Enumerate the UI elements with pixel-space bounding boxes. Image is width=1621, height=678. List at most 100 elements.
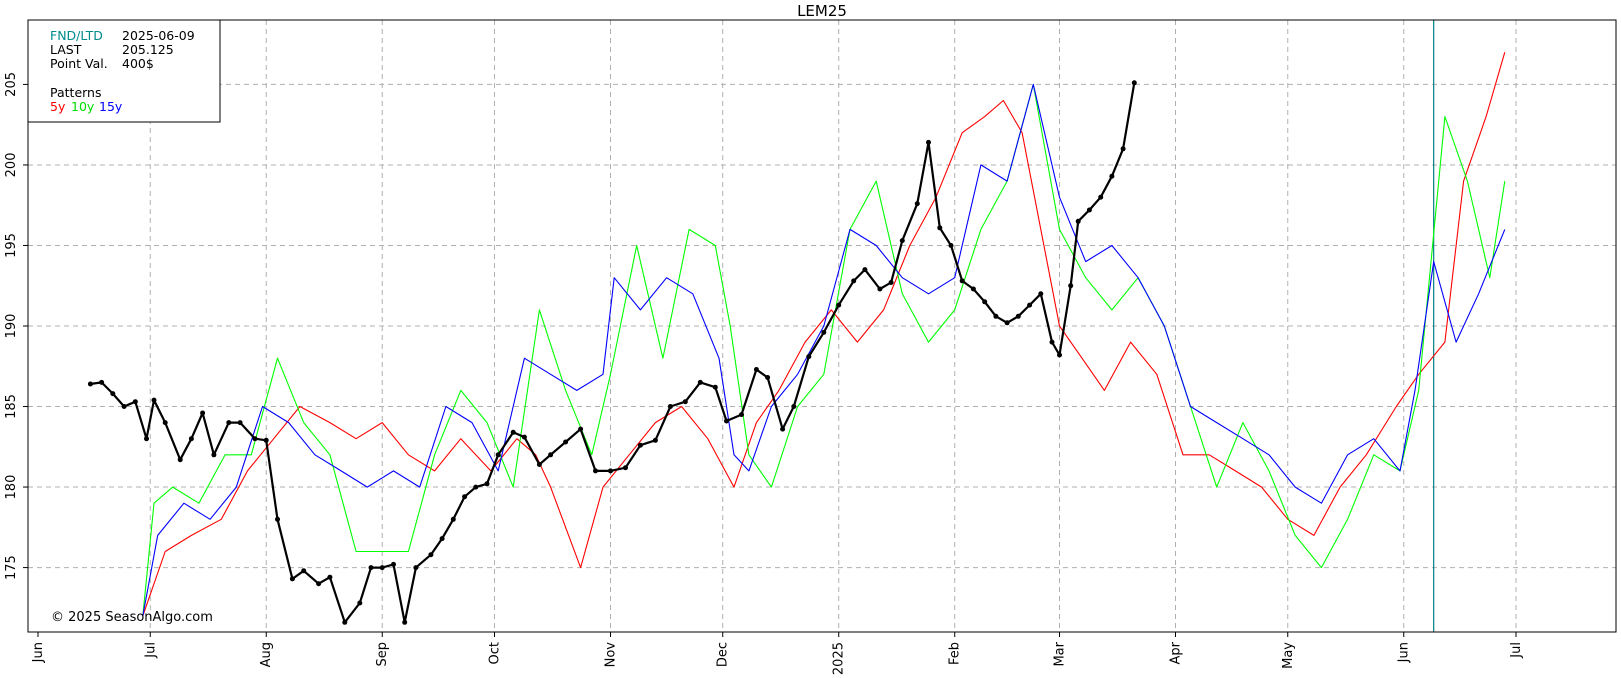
price-point	[439, 536, 445, 542]
price-point	[608, 468, 613, 474]
last-label: LAST	[50, 42, 82, 57]
price-point	[301, 568, 307, 574]
price-point	[289, 576, 295, 582]
price-point	[970, 286, 976, 292]
price-point	[888, 280, 894, 285]
price-point	[1120, 146, 1126, 152]
price-point	[132, 399, 138, 405]
x-tick-label: Oct	[487, 642, 502, 664]
price-point	[948, 243, 954, 248]
point-value-value: 400$	[122, 56, 154, 71]
price-point	[1004, 320, 1010, 326]
price-point	[563, 439, 569, 445]
price-point	[899, 238, 905, 244]
x-tick-label: Nov	[603, 642, 618, 668]
series-lines	[87, 52, 1506, 625]
price-point	[667, 404, 673, 409]
price-point	[821, 329, 827, 335]
y-tick-label: 190	[4, 314, 19, 339]
price-point	[413, 565, 419, 571]
price-point	[851, 278, 857, 284]
y-tick-label: 185	[4, 394, 19, 419]
x-tick-label: Jun	[31, 642, 46, 663]
y-tick-label: 200	[4, 153, 19, 178]
price-point	[87, 381, 93, 387]
y-tick-label: 205	[4, 72, 19, 97]
price-point	[473, 484, 479, 490]
point-value-label: Point Val.	[50, 56, 108, 71]
price-point	[316, 581, 322, 587]
price-point	[937, 225, 943, 231]
price-point	[1038, 291, 1044, 297]
price-point	[379, 565, 385, 571]
price-point	[402, 619, 408, 625]
legend-15y: 15y	[99, 99, 123, 114]
price-point	[548, 452, 554, 458]
pattern-line-10y	[142, 83, 1506, 616]
x-tick-label: 2025	[832, 642, 847, 675]
price-point	[982, 299, 988, 305]
price-point	[99, 379, 105, 385]
price-point	[357, 600, 363, 606]
x-tick-label: Jun	[1397, 642, 1412, 663]
price-point	[162, 420, 168, 426]
x-tick-label: Mar	[1053, 641, 1068, 666]
price-point	[110, 391, 116, 397]
x-tick-label: Aug	[259, 642, 274, 667]
price-point	[536, 462, 542, 467]
price-point	[237, 420, 243, 426]
price-point	[368, 565, 374, 571]
price-point	[327, 574, 333, 580]
price-point	[1027, 302, 1033, 308]
price-point	[391, 561, 396, 567]
price-point	[697, 379, 703, 385]
price-point	[578, 426, 584, 432]
price-line	[90, 82, 1136, 624]
price-point	[484, 481, 490, 487]
x-tick-label: Jul	[143, 642, 158, 659]
x-tick-label: Apr	[1168, 641, 1183, 664]
chart-title: LEM25	[797, 2, 847, 20]
grid-lines	[28, 20, 1616, 632]
price-point	[914, 201, 920, 207]
y-tick-label: 180	[4, 475, 19, 500]
price-point	[637, 442, 643, 448]
price-point	[1015, 313, 1021, 319]
price-point	[682, 399, 688, 405]
price-point	[1057, 352, 1062, 358]
x-tick-label: Feb	[948, 642, 963, 665]
price-point	[275, 516, 280, 522]
price-point	[252, 436, 258, 442]
fnd-label: FND/LTD	[50, 28, 103, 43]
price-point	[1086, 207, 1092, 213]
price-point	[1075, 218, 1081, 224]
price-point	[1109, 173, 1115, 179]
y-axis: 175 180 185 190 195 200 205	[4, 72, 28, 580]
price-point	[144, 436, 149, 442]
price-point	[1131, 80, 1137, 86]
price-point	[739, 412, 744, 418]
price-point	[428, 552, 434, 558]
x-tick-label: Dec	[716, 642, 731, 667]
price-point	[188, 436, 194, 442]
price-point	[780, 426, 786, 432]
price-point	[226, 420, 232, 426]
x-tick-label: May	[1281, 642, 1296, 669]
price-point	[593, 468, 598, 474]
price-point	[652, 437, 658, 443]
price-point	[836, 302, 842, 308]
price-point	[791, 404, 797, 409]
price-point	[1049, 339, 1055, 345]
price-point	[177, 457, 183, 463]
fnd-value: 2025-06-09	[122, 28, 195, 43]
price-point	[263, 437, 269, 443]
price-point	[211, 452, 217, 458]
price-point	[959, 278, 965, 284]
price-point	[1068, 283, 1074, 289]
price-point	[151, 397, 157, 403]
price-point	[724, 418, 729, 424]
price-point	[806, 354, 812, 360]
price-point	[495, 452, 501, 458]
legend-10y: 10y	[71, 99, 95, 114]
copyright-text: © 2025 SeasonAlgo.com	[51, 610, 213, 625]
